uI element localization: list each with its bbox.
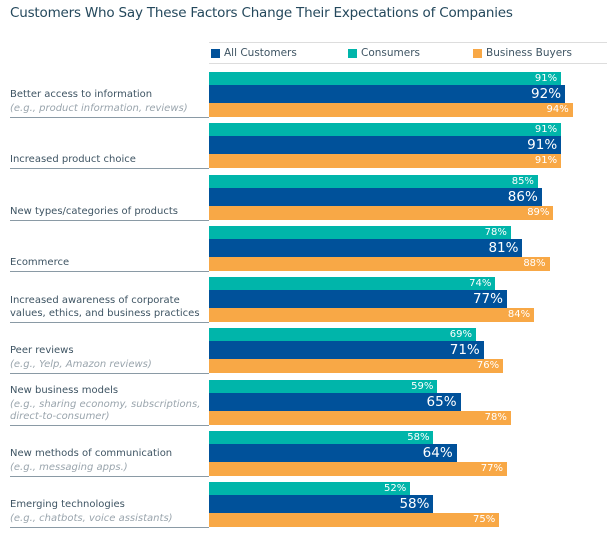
category-group: Ecommerce 78% 81% 88% [0, 225, 612, 277]
category-label: Better access to information (e.g., produ… [10, 72, 209, 118]
bar-business-buyers: 91% [209, 154, 562, 169]
data-label: 86% [507, 188, 538, 205]
bar-all-customers: 58% [209, 495, 434, 513]
category-name: Ecommerce [10, 256, 70, 268]
data-label: 94% [546, 104, 569, 115]
category-group: Increased product choice 91% 91% 91% [0, 123, 612, 174]
category-label: Increased product choice [10, 123, 209, 170]
bar-consumers: 91% [209, 72, 562, 85]
data-label: 88% [523, 257, 546, 269]
data-label: 91% [534, 73, 558, 84]
bar-all-customers: 71% [209, 341, 484, 360]
legend: All Customers Consumers Business Buyers [209, 42, 607, 64]
category-name: New methods of communication [10, 447, 173, 459]
category-group: New types/categories of products 85% 86% 89… [0, 174, 612, 226]
category-group: Better access to information (e.g., produ… [0, 72, 612, 123]
category-group: Emerging technologies (e.g., chatbots, vo… [0, 482, 612, 533]
legend-item-consumers: Consumers [348, 47, 420, 59]
data-label: 71% [449, 342, 480, 359]
data-label: 75% [473, 514, 496, 525]
category-note: (e.g., messaging apps.) [10, 461, 128, 473]
category-label: Emerging technologies (e.g., chatbots, vo… [10, 482, 209, 528]
bar-business-buyers: 76% [209, 359, 504, 374]
data-label: 69% [449, 329, 473, 341]
bar-consumers: 69% [209, 328, 477, 342]
data-label: 91% [527, 137, 558, 154]
category-label: New types/categories of products [10, 175, 209, 221]
bar-business-buyers: 89% [209, 205, 554, 220]
data-label: 74% [469, 278, 492, 289]
data-label: 91% [534, 124, 558, 136]
bar-consumers: 85% [209, 174, 538, 188]
category-note: (e.g., chatbots, voice assistants) [10, 513, 173, 524]
data-label: 58% [399, 496, 430, 512]
bar-business-buyers: 75% [209, 513, 500, 527]
data-label: 85% [511, 175, 534, 187]
category-name: Better access to information [10, 89, 153, 100]
category-label: New business models (e.g., sharing econom… [10, 380, 209, 426]
category-name: Increased awareness of corporate values,… [10, 295, 200, 319]
category-name: Emerging technologies [10, 499, 125, 510]
data-label: 59% [411, 380, 434, 392]
bar-all-customers: 64% [209, 443, 457, 462]
legend-label: All Customers [224, 47, 297, 59]
data-label: 76% [476, 360, 500, 372]
bar-business-buyers: 84% [209, 308, 535, 322]
category-group: Increased awareness of corporate values,… [0, 277, 612, 328]
chart-title: Customers Who Say These Factors Change T… [10, 5, 513, 21]
legend-swatch [473, 48, 482, 58]
data-label: 65% [426, 393, 457, 410]
category-note: (e.g., product information, reviews) [10, 103, 188, 114]
category-name: New business models [10, 384, 119, 396]
category-name: Peer reviews [10, 345, 74, 357]
data-label: 77% [472, 291, 503, 307]
bar-business-buyers: 94% [209, 103, 573, 117]
bar-business-buyers: 78% [209, 410, 511, 425]
data-label: 91% [534, 155, 558, 167]
data-label: 77% [480, 462, 503, 474]
legend-label: Consumers [361, 47, 421, 59]
category-name: New types/categories of products [10, 205, 178, 217]
bar-all-customers: 91% [209, 136, 562, 155]
bar-all-customers: 81% [209, 238, 523, 257]
data-label: 78% [484, 411, 507, 423]
category-label: Peer reviews (e.g., Yelp, Amazon reviews) [10, 328, 209, 375]
category-group: New business models (e.g., sharing econom… [0, 379, 612, 431]
bar-all-customers: 77% [209, 290, 507, 308]
data-label: 89% [527, 206, 550, 218]
category-note: (e.g., Yelp, Amazon reviews) [10, 359, 152, 371]
bar-consumers: 91% [209, 123, 562, 137]
legend-label: Business Buyers [486, 47, 572, 59]
category-label: New methods of communication (e.g., messa… [10, 431, 209, 477]
legend-item-all-customers: All Customers [211, 47, 297, 59]
bar-consumers: 59% [209, 379, 438, 393]
data-label: 92% [531, 86, 562, 102]
data-label: 52% [384, 483, 407, 494]
data-label: 58% [407, 431, 430, 443]
category-label: Ecommerce [10, 226, 209, 272]
category-group: Peer reviews (e.g., Yelp, Amazon reviews)… [0, 328, 612, 379]
legend-swatch [211, 48, 220, 58]
data-label: 81% [488, 239, 519, 256]
bar-consumers: 52% [209, 482, 411, 495]
bar-all-customers: 65% [209, 392, 461, 411]
bar-consumers: 74% [209, 277, 496, 290]
legend-item-business-buyers: Business Buyers [473, 47, 572, 59]
bar-all-customers: 86% [209, 187, 542, 206]
category-group: New methods of communication (e.g., messa… [0, 430, 612, 482]
bar-consumers: 58% [209, 430, 434, 444]
category-name: Increased product choice [10, 154, 136, 166]
bar-business-buyers: 88% [209, 256, 550, 271]
data-label: 84% [507, 309, 531, 320]
data-label: 64% [422, 444, 453, 461]
category-label: Increased awareness of corporate values,… [10, 277, 209, 323]
legend-swatch [348, 48, 357, 58]
bar-business-buyers: 77% [209, 461, 507, 476]
category-note: (e.g., sharing economy, subscriptions, d… [10, 398, 201, 422]
bar-consumers: 78% [209, 225, 511, 239]
data-label: 78% [484, 226, 507, 238]
bar-all-customers: 92% [209, 85, 566, 103]
